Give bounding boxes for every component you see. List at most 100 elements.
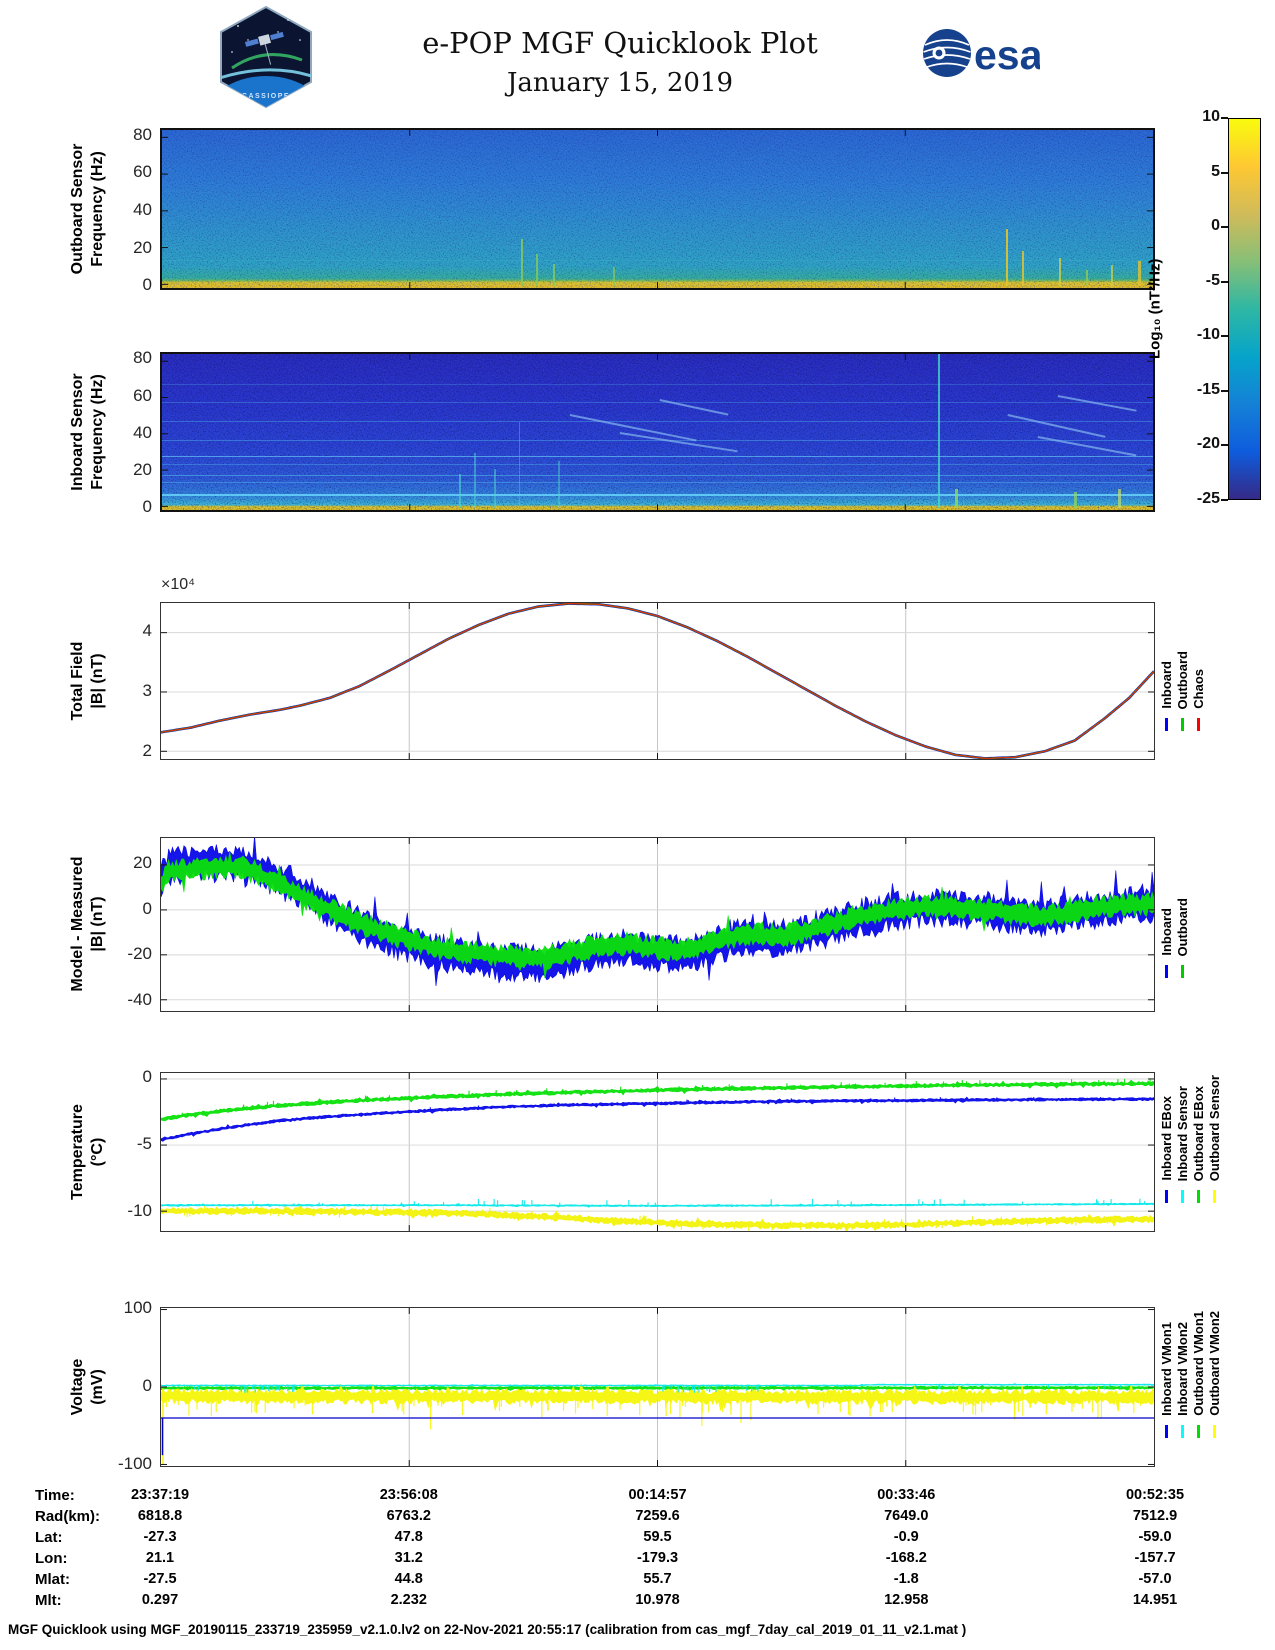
ephemeris-value: 2.232 — [390, 1592, 427, 1608]
ephemeris-value: 00:33:46 — [877, 1487, 936, 1503]
legend-swatch-slot — [1206, 1190, 1222, 1203]
legend-item: Inboard Sensor — [1174, 1072, 1190, 1181]
emission-spike — [558, 461, 561, 508]
legend-item: Outboard Sensor — [1206, 1072, 1222, 1181]
legend-swatch-slot — [1158, 718, 1174, 731]
series-inboard-vmon2 — [161, 1383, 1154, 1393]
tick-marks — [161, 1073, 1154, 1231]
y-tick-label: 20 — [133, 853, 152, 873]
inboard-spectrogram-plot — [160, 352, 1155, 512]
y-tick-label: 20 — [133, 237, 152, 257]
colorbar-tick-label: -5 — [1205, 271, 1220, 289]
y-tick-label: -40 — [127, 989, 152, 1009]
ephemeris-row-label: Mlat: — [35, 1571, 70, 1588]
interference-line — [162, 493, 1153, 496]
axis-ticks — [162, 354, 1153, 510]
colorbar-tick-mark — [1221, 226, 1228, 229]
ephemeris-value: 6818.8 — [137, 1508, 183, 1524]
interference-line — [162, 259, 1153, 261]
tick-marks — [161, 838, 1154, 1011]
interference-line — [162, 482, 1153, 484]
emission-spike — [459, 473, 462, 508]
legend-item: Inboard — [1158, 602, 1174, 709]
model-measured-chart — [161, 838, 1154, 1011]
ephemeris-value: 12.958 — [884, 1592, 929, 1608]
legend-labels: Inboard Outboard — [1158, 837, 1230, 957]
colorbar — [1228, 118, 1261, 500]
ylabel-line: Model - Measured — [69, 856, 86, 992]
ylabel-line: Temperature — [69, 1104, 86, 1200]
legend-label: Outboard VMon1 — [1190, 1311, 1206, 1416]
colorbar-label: Log₁₀ (nT²/Hz) — [1146, 258, 1164, 360]
ephemeris-value: 44.8 — [394, 1571, 423, 1587]
spectrogram-noise-overlay — [162, 130, 1153, 288]
emission-spike — [1073, 492, 1077, 508]
patch-mission-name: CASSIOPE — [242, 93, 290, 100]
ephemeris-value: 00:14:57 — [628, 1487, 687, 1503]
legend-color-dash — [1180, 965, 1184, 978]
interference-line — [162, 383, 1153, 385]
emission-spike — [1085, 270, 1088, 286]
interference-line — [162, 420, 1153, 422]
legend-label: Outboard — [1174, 650, 1190, 710]
ephemeris-row-label: Time: — [35, 1487, 75, 1504]
spectrogram-noise-overlay — [162, 354, 1153, 510]
legend-item: Outboard — [1174, 602, 1190, 710]
interference-line — [162, 463, 1153, 465]
legend-label: Inboard VMon1 — [1158, 1322, 1174, 1416]
colorbar-tick-mark — [1221, 117, 1228, 119]
legend-color-dash — [1180, 1425, 1184, 1438]
esa-globe-icon — [923, 29, 971, 77]
model-measured-plot — [160, 837, 1155, 1012]
interference-line — [162, 402, 1153, 404]
colorbar-tick-label: 5 — [1211, 162, 1220, 180]
legend-swatch-slot — [1174, 1425, 1190, 1438]
colorbar-tick-label: 10 — [1202, 108, 1220, 125]
cassiope-mission-patch: CASSIOPE — [218, 5, 314, 113]
ylabel-line: Total Field — [69, 641, 86, 721]
ephemeris-value: 59.5 — [643, 1529, 672, 1545]
esa-logo: esa — [922, 26, 1044, 85]
legend-labels: Inboard VMon1 Inboard VMon2 Outboard VMon1… — [1158, 1307, 1230, 1416]
ylabel-line: Voltage — [69, 1358, 86, 1416]
colorbar-tick-mark — [1221, 444, 1228, 447]
legend-label: Outboard VMon2 — [1206, 1311, 1222, 1416]
colorbar-tick-mark — [1221, 171, 1228, 174]
y-tick-label: -5 — [136, 1133, 152, 1153]
legend-swatch-slot — [1206, 1425, 1222, 1438]
legend-swatch-slot — [1190, 718, 1206, 731]
emission-spike — [553, 263, 556, 286]
colorbar-tick-mark — [1221, 335, 1228, 338]
legend-item: Inboard — [1158, 837, 1174, 956]
ephemeris-value: 21.1 — [145, 1550, 175, 1566]
legend-label: Outboard — [1174, 897, 1190, 957]
y-tick-label: 40 — [133, 199, 152, 219]
series-chaos — [161, 603, 1154, 759]
colorbar-tick-label: 0 — [1211, 217, 1220, 235]
total-field-legend: Inboard Outboard Chaos — [1158, 602, 1230, 760]
y-tick-label: 0 — [142, 1067, 152, 1087]
y-tick-label: 20 — [133, 460, 152, 480]
y-tick-label: 0 — [142, 275, 152, 295]
legend-item: Inboard VMon1 — [1158, 1307, 1174, 1416]
y-tick-label: 40 — [133, 422, 152, 442]
y-tick-label: -10 — [127, 1200, 152, 1220]
series-inboard-sensor — [161, 1198, 1154, 1208]
ephemeris-value: -27.5 — [143, 1571, 177, 1587]
ephemeris-value: -57.0 — [1138, 1571, 1172, 1587]
ephemeris-value: 31.2 — [394, 1550, 423, 1566]
y-tick-label: 80 — [133, 348, 152, 368]
interference-line — [162, 456, 1153, 458]
legend-swatch-slot — [1158, 1425, 1174, 1438]
legend-labels: Inboard EBox Inboard Sensor Outboard EBox O… — [1158, 1072, 1230, 1181]
y-tick-label: 3 — [142, 681, 152, 701]
y-tick-label: 100 — [123, 1297, 152, 1317]
legend-swatches — [1158, 1425, 1230, 1438]
total-field-plot — [160, 602, 1155, 760]
y-tick-label: 0 — [142, 1376, 152, 1395]
page-title: e-POP MGF Quicklook Plot — [422, 26, 818, 60]
series-outboard-sensor — [161, 1204, 1154, 1231]
emission-spike — [1022, 251, 1025, 286]
ephemeris-value: 7649.0 — [884, 1508, 929, 1524]
gridlines — [161, 1073, 1154, 1231]
